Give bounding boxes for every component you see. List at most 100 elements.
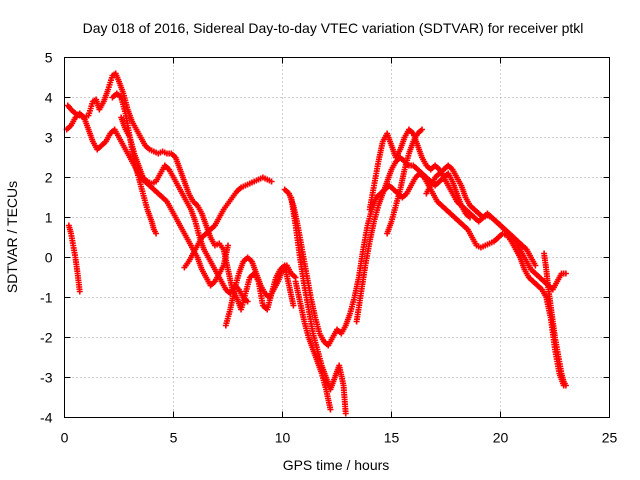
data-trail (339, 324, 348, 335)
data-trail (209, 223, 217, 232)
data-trail (554, 348, 562, 363)
data-trail (531, 279, 540, 288)
data-trail (230, 190, 239, 199)
data-trail (118, 96, 128, 115)
x-tick-label: 25 (602, 430, 618, 446)
data-trail (214, 241, 221, 248)
data-trail (513, 248, 523, 259)
data-trail (505, 234, 513, 243)
data-trail (86, 128, 96, 143)
data-trail (322, 339, 330, 348)
data-trail (409, 176, 418, 187)
data-trail (389, 204, 399, 223)
data-trail (404, 184, 414, 195)
data-trail (468, 211, 476, 220)
data-trail (411, 163, 420, 172)
data-trail (297, 300, 307, 323)
data-trail (362, 240, 373, 267)
data-trail (480, 243, 487, 250)
data-trail (112, 128, 121, 139)
data-trail (110, 91, 119, 100)
data-trail (246, 255, 254, 264)
data-trail (533, 271, 542, 280)
data-trail (393, 188, 403, 207)
data-trail (100, 139, 108, 148)
data-trail (458, 184, 468, 199)
data-trail (140, 192, 150, 211)
grid (64, 57, 610, 418)
data-trail (167, 168, 176, 179)
data-trail (235, 185, 243, 194)
data-trail (371, 160, 381, 187)
data-trail (376, 192, 386, 207)
data-trail (413, 171, 422, 180)
data-trail (217, 242, 226, 251)
data-trail (461, 223, 470, 232)
data-trail (180, 192, 189, 203)
data-trail (402, 128, 411, 139)
data-trail (407, 127, 415, 136)
data-trail (446, 163, 455, 172)
data-trail (204, 276, 213, 287)
data-trail (429, 163, 437, 172)
data-trail (454, 176, 464, 187)
series-arc-2 (63, 110, 231, 289)
data-trail (484, 241, 491, 248)
series-arc-3 (109, 90, 160, 237)
data-trail (263, 291, 271, 300)
data-trail (161, 195, 169, 204)
data-trail (163, 163, 171, 172)
data-trail (347, 296, 357, 315)
data-trail (70, 244, 78, 259)
data-trail (65, 103, 73, 112)
data-trail (494, 219, 503, 228)
data-trail (123, 128, 132, 139)
data-trail (441, 176, 451, 187)
data-trail (540, 288, 549, 299)
data-trail (141, 175, 149, 184)
data-trail (330, 328, 339, 339)
data-trail (241, 255, 250, 264)
data-trail (125, 152, 134, 163)
data-trail (326, 336, 335, 347)
y-tick-label: 0 (45, 250, 53, 266)
x-axis-label: GPS time / hours (283, 457, 390, 473)
data-trail (199, 268, 209, 279)
data-trail (387, 183, 396, 192)
data-trail (450, 192, 459, 203)
data-trail (397, 168, 408, 191)
data-trail (486, 213, 493, 220)
data-trail (492, 235, 500, 244)
series-arc-7 (222, 254, 299, 329)
data-trail (384, 168, 394, 183)
data-trail (105, 74, 115, 91)
data-trail (86, 100, 96, 117)
data-trail (416, 127, 424, 136)
data-trail (130, 120, 139, 131)
data-trail (365, 208, 375, 227)
data-trail (477, 211, 485, 220)
data-trail (182, 180, 192, 195)
data-trail (312, 316, 322, 335)
data-trail (524, 248, 533, 259)
chart-title: Day 018 of 2016, Sidereal Day-to-day VTE… (83, 20, 584, 36)
data-trail (552, 336, 560, 351)
data-trail (143, 143, 152, 152)
data-trail (136, 164, 146, 179)
data-trail (550, 320, 558, 339)
data-trail (420, 156, 429, 167)
data-trail (69, 116, 78, 127)
data-trail (241, 295, 250, 304)
data-trail (435, 199, 444, 208)
data-trail (73, 111, 82, 120)
data-trail (97, 100, 106, 111)
data-trail (283, 187, 291, 196)
y-tick-label: -3 (40, 370, 53, 386)
data-trail (224, 287, 232, 296)
y-tick-labels: -4 -3 -2 -1 0 1 2 3 4 5 (40, 50, 53, 426)
data-trail (367, 220, 377, 243)
data-trail (529, 267, 537, 276)
data-trail (503, 227, 511, 236)
axis-ticks (64, 57, 610, 418)
